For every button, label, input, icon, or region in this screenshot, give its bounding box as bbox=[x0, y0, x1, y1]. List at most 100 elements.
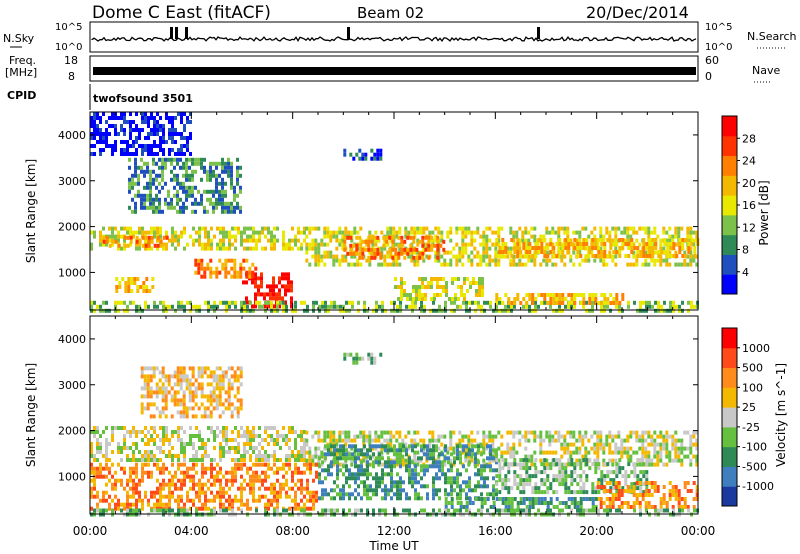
cell-0 bbox=[123, 438, 126, 442]
cell-4 bbox=[582, 246, 586, 250]
cell-2 bbox=[650, 242, 654, 247]
cell-1 bbox=[548, 438, 552, 443]
cell-4 bbox=[549, 462, 553, 467]
cell-4 bbox=[633, 462, 637, 467]
cell-11 bbox=[170, 205, 173, 210]
cell-0 bbox=[177, 434, 180, 438]
cell-1 bbox=[416, 462, 420, 467]
cell-11 bbox=[206, 189, 209, 194]
cell-0 bbox=[303, 438, 306, 442]
cell-10 bbox=[427, 281, 430, 285]
cell-2 bbox=[135, 474, 138, 479]
cell-1 bbox=[491, 442, 495, 447]
cell-3 bbox=[327, 468, 330, 473]
cell-1 bbox=[317, 458, 321, 463]
cell-4 bbox=[642, 482, 646, 487]
cell-0 bbox=[264, 450, 267, 454]
cell-1 bbox=[527, 458, 531, 463]
cell-8 bbox=[681, 308, 684, 313]
cell-7 bbox=[136, 277, 140, 281]
cell-3 bbox=[399, 460, 402, 465]
cell-0 bbox=[198, 238, 201, 243]
cell-5 bbox=[626, 501, 630, 505]
cell-2 bbox=[398, 226, 402, 231]
cell-2 bbox=[264, 502, 267, 507]
cell-3 bbox=[357, 456, 360, 461]
cell-11 bbox=[164, 197, 167, 202]
cell-8 bbox=[603, 304, 606, 309]
cell-3 bbox=[352, 243, 356, 248]
cell-0 bbox=[138, 246, 141, 251]
cell-0 bbox=[132, 234, 135, 239]
cell-8 bbox=[357, 308, 360, 313]
cell-13 bbox=[183, 128, 186, 132]
cell-2 bbox=[491, 242, 495, 247]
cell-2 bbox=[446, 262, 450, 267]
cell-2 bbox=[90, 462, 93, 467]
cell-1 bbox=[488, 430, 492, 435]
cell-2 bbox=[291, 498, 294, 503]
cell-6 bbox=[444, 497, 448, 501]
cell-3 bbox=[406, 251, 410, 256]
cell-0 bbox=[210, 430, 213, 434]
cell-11 bbox=[146, 169, 149, 174]
cell-2 bbox=[204, 466, 207, 471]
cell-2 bbox=[198, 498, 201, 503]
cell-13 bbox=[171, 128, 174, 132]
cell-3 bbox=[330, 472, 333, 477]
cell-0 bbox=[252, 446, 255, 450]
cell-2 bbox=[473, 254, 477, 259]
cell-4 bbox=[498, 246, 502, 250]
cell-1 bbox=[446, 450, 450, 455]
cell-13 bbox=[177, 148, 180, 152]
cell-11 bbox=[221, 193, 224, 198]
cell-1 bbox=[533, 462, 537, 467]
cell-2 bbox=[452, 254, 456, 259]
cell-1 bbox=[581, 454, 585, 459]
cell-12 bbox=[355, 152, 359, 157]
cell-2 bbox=[494, 230, 498, 235]
cell-4 bbox=[651, 250, 655, 254]
cell-2 bbox=[294, 490, 297, 495]
cell-1 bbox=[554, 438, 558, 443]
cell-4 bbox=[693, 254, 697, 258]
cell-0 bbox=[300, 434, 303, 438]
cell-1 bbox=[650, 458, 654, 463]
cell-2 bbox=[323, 230, 327, 235]
cell-13 bbox=[168, 136, 171, 140]
cell-0 bbox=[213, 434, 216, 438]
cell-3 bbox=[421, 251, 425, 256]
cell-1 bbox=[416, 430, 420, 435]
cell-1 bbox=[512, 450, 516, 455]
cell-13 bbox=[93, 116, 96, 120]
cell-2 bbox=[270, 502, 273, 507]
cell-4 bbox=[591, 490, 595, 495]
cell-4 bbox=[579, 242, 583, 246]
cell-1 bbox=[611, 438, 615, 443]
cell-4 bbox=[669, 242, 673, 246]
cell-1 bbox=[365, 434, 369, 439]
cell-2 bbox=[482, 234, 486, 239]
cell-5 bbox=[683, 501, 687, 505]
cell-3 bbox=[400, 239, 404, 244]
cell-0 bbox=[162, 246, 165, 251]
cell-2 bbox=[108, 502, 111, 507]
cell-8 bbox=[423, 304, 426, 309]
cell-3 bbox=[366, 472, 369, 477]
cell-1 bbox=[674, 430, 678, 435]
cell-8 bbox=[312, 304, 315, 309]
cell-3 bbox=[387, 444, 390, 449]
cell-0 bbox=[237, 434, 240, 438]
cell-4 bbox=[501, 478, 505, 483]
cell-0 bbox=[291, 238, 294, 243]
cell-4 bbox=[552, 478, 556, 483]
cell-2 bbox=[686, 238, 690, 243]
cell-6 bbox=[447, 501, 451, 505]
cell-0 bbox=[90, 430, 93, 434]
cell-0 bbox=[153, 426, 156, 430]
cell-0 bbox=[147, 454, 150, 458]
cell-4 bbox=[612, 470, 616, 475]
cell-4 bbox=[612, 242, 616, 246]
cell-3 bbox=[385, 235, 389, 240]
cell-11 bbox=[230, 205, 233, 210]
